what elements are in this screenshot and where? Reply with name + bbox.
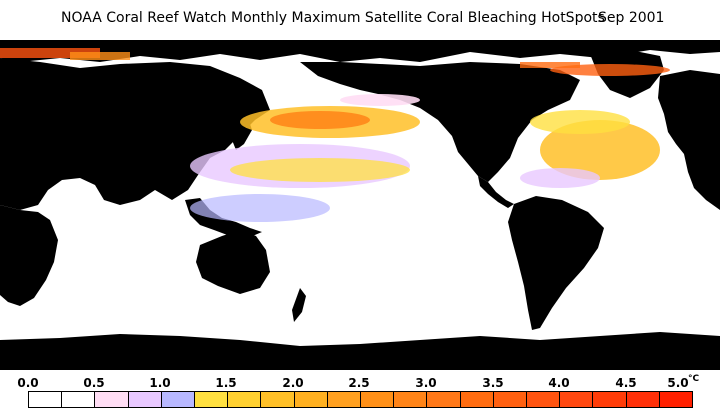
legend-swatch xyxy=(527,392,561,407)
north-america-landmass xyxy=(300,62,580,182)
tick-8: 4.0 xyxy=(548,376,570,390)
legend-swatch xyxy=(394,392,428,407)
new-zealand-landmass xyxy=(292,288,306,322)
legend-swatch xyxy=(593,392,627,407)
legend-swatch xyxy=(29,392,63,407)
europe-africa-east-landmass xyxy=(658,70,720,210)
legend-swatch xyxy=(659,392,693,407)
tick-7: 3.5 xyxy=(482,376,504,390)
south-america-landmass xyxy=(508,196,604,330)
world-hotspot-map xyxy=(0,40,720,370)
central-america-landmass xyxy=(478,176,514,208)
arctic-landmass xyxy=(0,40,720,62)
legend-swatch xyxy=(128,392,162,407)
tick-0: 0.0 xyxy=(17,376,39,390)
legend-unit: °C xyxy=(688,374,700,384)
legend-color-bar xyxy=(28,391,693,408)
legend-swatch xyxy=(361,392,395,407)
tick-1: 0.5 xyxy=(83,376,105,390)
hotspot-atlantic xyxy=(520,64,670,188)
color-legend: 0.0 0.5 1.0 1.5 2.0 2.5 3.0 3.5 4.0 4.5 … xyxy=(0,372,720,411)
hotspot-pacific xyxy=(190,94,420,222)
legend-swatch xyxy=(327,392,362,407)
tick-5: 2.5 xyxy=(348,376,370,390)
africa-landmass xyxy=(0,205,58,306)
map-title: NOAA Coral Reef Watch Monthly Maximum Sa… xyxy=(0,10,720,30)
legend-swatch xyxy=(228,392,262,407)
legend-swatch xyxy=(261,392,295,407)
tick-10: 5.0 xyxy=(667,376,689,390)
legend-swatch xyxy=(195,392,229,407)
legend-swatch xyxy=(95,392,129,407)
title-date: Sep 2001 xyxy=(598,10,665,26)
legend-swatch xyxy=(161,392,196,407)
legend-swatch xyxy=(460,392,494,407)
title-main: NOAA Coral Reef Watch Monthly Maximum Sa… xyxy=(61,10,605,26)
legend-swatch xyxy=(560,392,594,407)
legend-swatch xyxy=(493,392,528,407)
tick-3: 1.5 xyxy=(215,376,237,390)
legend-swatch xyxy=(427,392,461,407)
tick-6: 3.0 xyxy=(415,376,437,390)
australia-landmass xyxy=(196,230,270,294)
legend-swatch xyxy=(62,392,96,407)
hotspot-arctic xyxy=(0,48,580,68)
tick-9: 4.5 xyxy=(615,376,637,390)
legend-swatch xyxy=(626,392,660,407)
antarctica-landmass xyxy=(0,332,720,370)
tick-2: 1.0 xyxy=(149,376,171,390)
tick-4: 2.0 xyxy=(282,376,304,390)
legend-swatch xyxy=(294,392,328,407)
eurasia-landmass xyxy=(0,58,270,210)
